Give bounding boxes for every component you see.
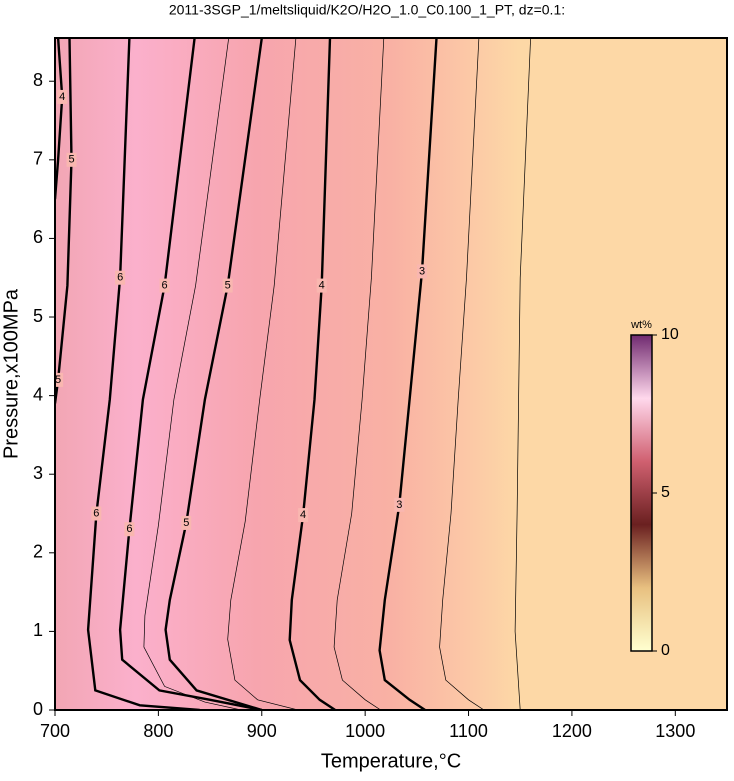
colorbar-tick-label: 10 <box>661 326 679 343</box>
contour-label-bg <box>55 372 64 387</box>
x-tick-label: 1200 <box>552 721 592 741</box>
plot-background <box>55 38 727 710</box>
contour-label-bg <box>394 497 405 512</box>
plot-frame <box>54 37 728 711</box>
x-tick-label: 1300 <box>655 721 695 741</box>
contour-line <box>288 38 336 710</box>
chart-title: 2011-3SGP_1/meltsliquid/K2O/H2O_1.0_C0.1… <box>169 2 565 18</box>
x-tick-label: 1000 <box>345 721 385 741</box>
x-tick-label: 700 <box>40 721 70 741</box>
x-axis-label: Temperature,°C <box>321 750 461 772</box>
x-tick-label: 900 <box>247 721 277 741</box>
contour-label: 4 <box>300 509 306 521</box>
contour-label: 6 <box>93 507 99 519</box>
y-tick-label: 1 <box>33 620 43 640</box>
contour-line <box>86 38 200 710</box>
x-tick-label: 1100 <box>449 721 488 741</box>
contour-label-bg <box>222 278 233 293</box>
colorbar-label: wt% <box>630 319 652 331</box>
contour-line <box>55 38 73 404</box>
contour-label: 3 <box>396 499 402 511</box>
y-axis-label: Pressure,x100MPa <box>0 288 22 459</box>
y-tick-label: 3 <box>33 463 43 483</box>
contour-line <box>118 38 263 710</box>
contour-label-bg <box>66 152 77 167</box>
contour-label-bg <box>181 515 192 530</box>
contour-line <box>514 38 531 710</box>
contour-label: 5 <box>68 154 74 166</box>
contour-line <box>333 38 385 710</box>
contour-label-bg <box>91 506 102 521</box>
colorbar-tick-label: 0 <box>661 642 670 659</box>
contour-label: 6 <box>162 279 168 291</box>
contour-label-bg <box>159 278 170 293</box>
contour-label-bg <box>57 89 68 104</box>
colorbar <box>630 334 653 652</box>
contour-label-bg <box>316 278 327 293</box>
contour-label: 5 <box>183 517 189 529</box>
contour-label: 6 <box>126 523 132 535</box>
contour-label: 4 <box>319 279 325 291</box>
contour-label-bg <box>298 508 309 523</box>
contour-label: 6 <box>117 272 123 284</box>
y-tick-label: 5 <box>33 306 43 326</box>
y-tick-label: 8 <box>33 70 43 90</box>
contour-label-bg <box>124 522 135 537</box>
contour-label-bg <box>115 270 126 285</box>
contour-label: 5 <box>225 279 231 291</box>
x-tick-label: 800 <box>143 721 173 741</box>
y-tick-label: 7 <box>33 149 43 169</box>
y-tick-label: 6 <box>33 227 43 247</box>
contour-line <box>378 38 438 710</box>
contour-line <box>439 38 485 710</box>
y-tick-label: 4 <box>33 384 43 404</box>
contour-label: 4 <box>59 91 65 103</box>
contour-line <box>227 38 299 710</box>
y-tick-label: 2 <box>33 542 43 562</box>
contour-label-bg <box>417 264 428 279</box>
colorbar-tick-label: 5 <box>661 484 670 501</box>
contour-line <box>164 38 263 710</box>
contour-label: 3 <box>419 265 425 277</box>
contour-line <box>55 38 64 200</box>
y-tick-label: 0 <box>33 699 43 719</box>
contour-label: 5 <box>55 374 61 386</box>
